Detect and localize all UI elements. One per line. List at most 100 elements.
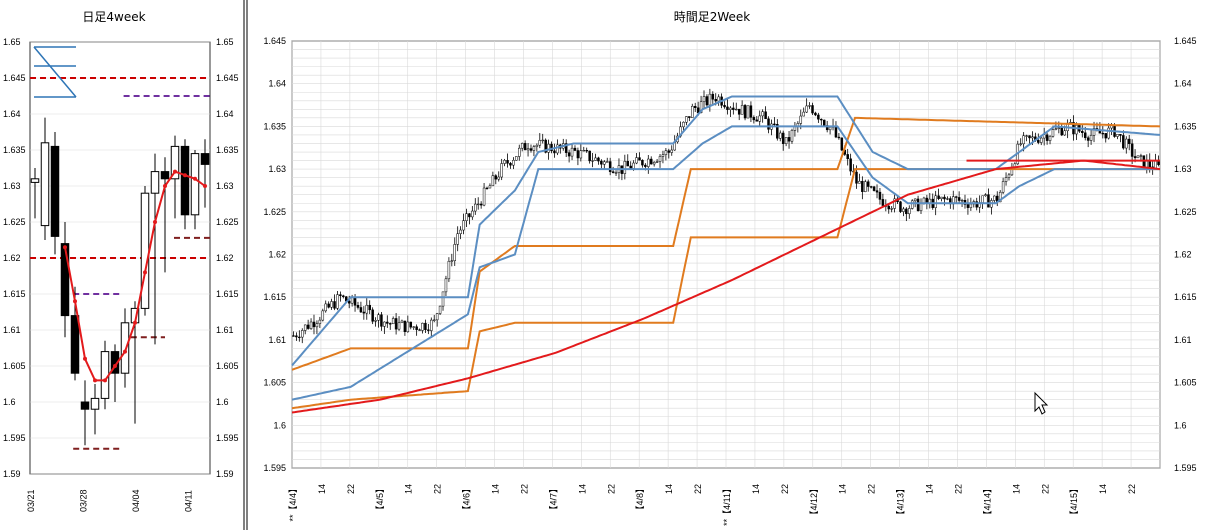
hourly-candle-body [356,305,360,308]
daily-xtick-label: 04/11 [184,490,194,512]
hourly-candle-body [773,123,776,125]
hourly-candle-body [491,175,495,187]
hourly-candle-body [544,139,547,153]
hourly-candle-body [902,208,905,212]
hourly-candle-body [711,93,715,100]
hourly-candle-body [550,143,553,152]
hourly-candle-body [1025,135,1028,137]
hourly-candle-body [993,195,996,201]
hourly-candle-body [699,101,703,113]
hourly-candle-body [1051,129,1055,137]
hourly-candle-body [520,143,524,149]
hourly-candle-body [855,171,858,184]
hourly-candle-body [500,163,503,178]
hourly-candle-body [893,198,896,209]
hourly-candle-body [981,195,984,203]
hourly-candle-body [579,150,583,159]
hourly-candle-body [1104,133,1107,139]
daily-ytick-label: 1.645 [3,73,26,83]
hourly-candle-body [597,157,600,162]
hourly-candle-body [749,105,753,118]
hourly-candle-body [301,330,304,338]
hourly-ytick-label-right: 1.63 [1174,164,1192,174]
daily-candle-body [80,401,90,410]
hourly-candle-body [397,322,401,330]
hourly-candle-body [318,319,322,324]
daily-candle-body [150,171,160,194]
hourly-candle-body [409,321,413,328]
hourly-candle-body [1116,134,1119,137]
hourly-candle-body [535,144,539,147]
hourly-candle-body [295,335,298,338]
daily-ma-point [113,364,117,368]
hourly-candle-body [1136,155,1140,159]
daily-ytick-label: 1.595 [3,433,26,443]
daily-ytick-label: 1.605 [3,361,26,371]
hourly-candle-body [1045,134,1049,141]
hourly-candle-body [805,105,808,113]
hourly-candle-body [1139,155,1143,157]
hourly-candle-body [790,130,794,142]
hourly-xtick-label: 【4/15】 [1069,484,1079,520]
hourly-candle-body [306,324,310,329]
hourly-candle-body [529,148,533,151]
hourly-candle-body [840,137,844,151]
hourly-candle-body [394,318,398,330]
daily-ytick-label: 1.64 [3,109,21,119]
hourly-xtick-label: 22 [693,484,703,494]
hourly-candle-body [362,311,366,314]
hourly-candle-body [435,313,439,321]
hourly-candle-body [1048,135,1052,141]
hourly-candle-body [1054,128,1058,130]
hourly-candle-body [1057,127,1061,129]
hourly-candle-body [1107,127,1110,139]
hourly-candle-body [380,314,383,327]
hourly-ytick-label-right: 1.595 [1174,463,1197,473]
daily-xtick-label: 03/21 [26,489,36,512]
hourly-candle-body [846,154,849,160]
hourly-ytick-label-right: 1.605 [1174,378,1197,388]
hourly-candle-body [655,161,659,163]
daily-candle-body [170,145,180,180]
hourly-candle-body [462,220,465,231]
hourly-candle-body [1083,132,1087,138]
hourly-candle-body [808,105,811,107]
hourly-candle-body [567,152,571,157]
hourly-candle-body [858,180,861,184]
orange-lower-line [291,168,1160,410]
hourly-candle-body [391,318,395,325]
hourly-candle-body [336,294,339,309]
hourly-candle-body [553,150,556,154]
hourly-candle-body [975,201,978,208]
hourly-candle-body [456,233,459,245]
hourly-xtick-label: 22 [346,484,356,494]
hourly-candle-body [432,319,436,321]
daily-ytick-label: 1.61 [3,325,21,335]
hourly-candle-body [1022,135,1025,145]
daily-ytick-label: 1.625 [3,217,26,227]
hourly-candle-body [934,195,937,208]
hourly-candle-body [1019,143,1022,145]
hourly-candle-body [966,204,970,208]
hourly-candle-body [608,161,612,172]
daily-candle-body [40,142,50,227]
hourly-xtick-label: 14 [491,484,501,494]
hourly-candle-body [787,137,791,142]
daily-candle-body [70,315,80,374]
hourly-xtick-label: 【4/5】 [375,484,385,515]
hourly-candle-body [1086,137,1090,141]
hourly-candle-body [526,148,530,151]
daily-ytick-label-right: 1.65 [216,37,234,47]
daily-candle-body [200,153,210,165]
hourly-candle-body [421,323,424,331]
daily-ma-point [133,320,137,325]
hourly-candle-body [652,161,656,165]
hourly-candle-body [292,335,295,337]
hourly-candle-body [424,323,427,331]
hourly-candle-body [438,305,442,314]
hourly-candle-body [811,105,814,114]
hourly-xtick-label: 22 [1040,484,1050,494]
daily-ma-point [153,220,157,224]
hourly-candle-body [702,96,706,103]
hourly-candle-body [1130,143,1134,157]
